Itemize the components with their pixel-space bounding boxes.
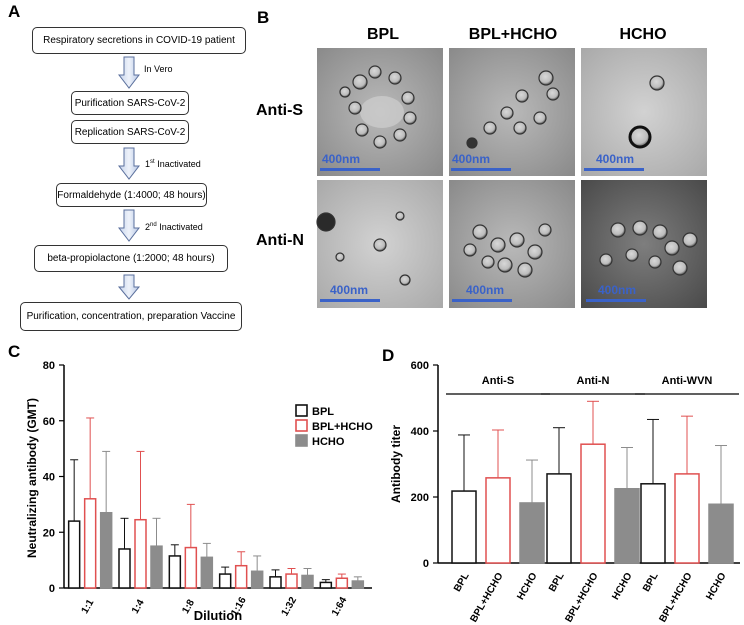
x-tick-label: BPL — [547, 571, 567, 594]
y-tick-label: 200 — [411, 492, 429, 504]
em-col-bpl: BPL — [367, 26, 399, 43]
scale-label-bpl-n: 400nm — [330, 283, 369, 297]
legend-swatch — [295, 434, 308, 447]
y-tick-label: 20 — [43, 527, 55, 539]
note-in-vero: In Vero — [144, 64, 173, 74]
x-tick-label: HCHO — [704, 571, 728, 602]
flow-step-betapropiolactone: beta-propiolactone (1:2000; 48 hours) — [34, 245, 228, 272]
y-tick-label: 60 — [43, 416, 55, 428]
scale-bar — [452, 299, 512, 302]
note-second-inactivated: 2nd Inactivated — [145, 222, 203, 232]
x-tick-label: BPL — [641, 571, 661, 594]
scale-label-hcho-s: 400nm — [596, 152, 635, 166]
x-tick-label: HCHO — [515, 571, 539, 602]
x-tick-label: BPL+HCHO — [563, 571, 600, 625]
flow-step-respiratory: Respiratory secretions in COVID-19 patie… — [32, 27, 246, 54]
panel-label-b: B — [257, 8, 270, 27]
scale-label-hcho-n: 400nm — [598, 283, 637, 297]
bar — [708, 503, 734, 564]
em-col-hcho: HCHO — [619, 26, 667, 43]
x-tick-label: BPL — [452, 571, 472, 594]
em-image-hcho-anti-s — [581, 48, 707, 176]
y-axis-title: Antibody titer — [389, 425, 403, 503]
scale-bar — [320, 299, 380, 302]
virion-particles — [316, 65, 698, 286]
scale-bar — [584, 168, 644, 171]
x-tick-label: HCHO — [610, 571, 634, 602]
panel-label-a: A — [8, 2, 21, 21]
bar — [674, 473, 700, 564]
x-tick-label: BPL+HCHO — [468, 571, 505, 625]
panel-label-d: D — [382, 346, 395, 365]
bar — [451, 490, 477, 564]
y-tick-label: 400 — [411, 426, 429, 438]
scale-bar — [586, 299, 646, 302]
legend-swatch — [295, 419, 308, 432]
scale-label-bplhcho-n: 400nm — [466, 283, 505, 297]
scale-bar — [451, 168, 511, 171]
flow-step-replication: Replication SARS-CoV-2 — [71, 120, 189, 144]
legend-label: HCHO — [312, 436, 345, 448]
em-col-bpl-hcho: BPL+HCHO — [468, 26, 558, 43]
flow-step-vaccine: Purification, concentration, preparation… — [20, 302, 242, 331]
legend-label: BPL+HCHO — [312, 421, 373, 433]
bar — [640, 483, 666, 564]
bar — [546, 473, 572, 564]
scale-label-bpl-s: 400nm — [322, 152, 361, 166]
flow-step-purification: Purification SARS-CoV-2 — [71, 91, 189, 115]
flow-step-formaldehyde: Formaldehyde (1:4000; 48 hours) — [56, 183, 207, 207]
y-tick-label: 80 — [43, 360, 55, 372]
panel-label-c: C — [8, 342, 21, 361]
group-label: Anti-WVN — [662, 375, 713, 387]
y-tick-label: 600 — [411, 360, 429, 372]
scale-bar — [320, 168, 380, 171]
x-axis-title: Dilution — [194, 608, 242, 623]
note-first-inactivated: 1st Inactivated — [145, 159, 201, 169]
y-tick-label: 0 — [423, 558, 429, 570]
legend-swatch — [295, 404, 308, 417]
bar — [485, 477, 511, 564]
scale-label-bplhcho-s: 400nm — [452, 152, 491, 166]
legend-label: BPL — [312, 406, 334, 418]
y-axis-title: Neutralizing antibody (GMT) — [25, 398, 39, 558]
x-tick-label: BPL+HCHO — [657, 571, 694, 625]
y-tick-label: 40 — [43, 472, 55, 484]
em-row-anti-n: Anti-N — [256, 232, 304, 249]
em-row-anti-s: Anti-S — [256, 102, 304, 119]
bar — [580, 443, 606, 564]
bar — [519, 502, 545, 564]
group-label: Anti-S — [482, 375, 514, 387]
group-label: Anti-N — [577, 375, 610, 387]
y-tick-label: 0 — [49, 583, 55, 595]
bar — [614, 488, 640, 564]
